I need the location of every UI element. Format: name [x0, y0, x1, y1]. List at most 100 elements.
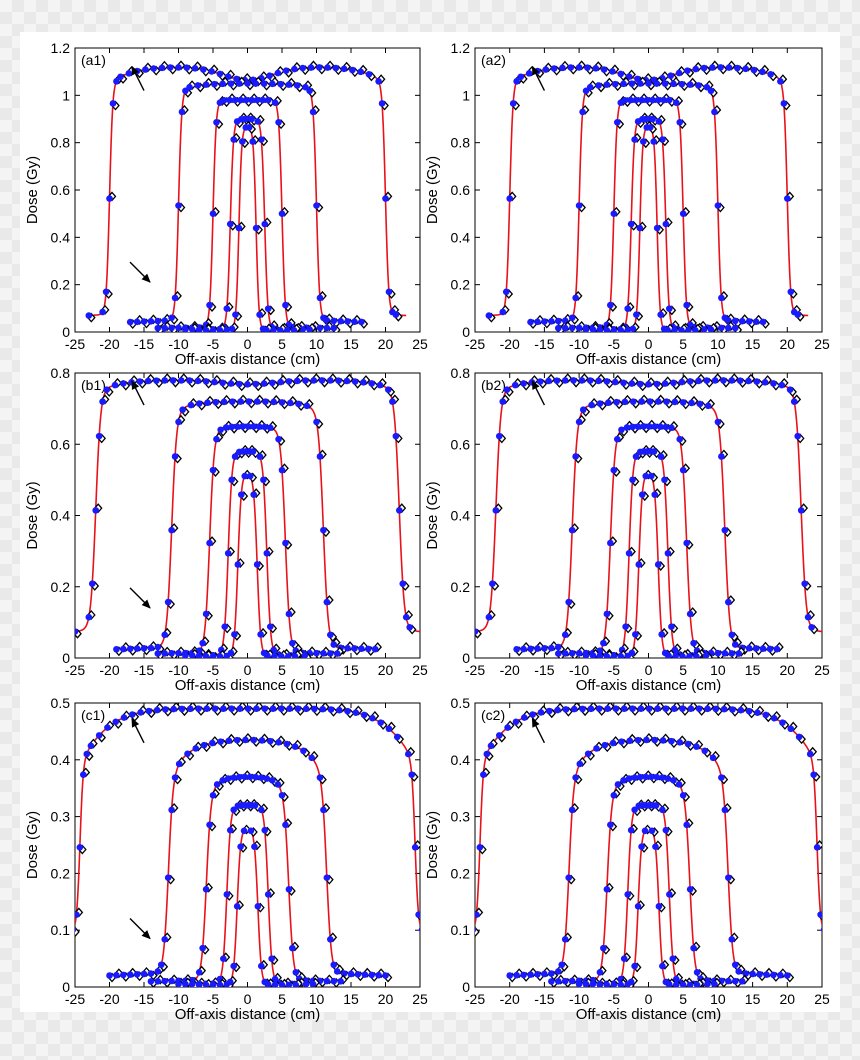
- x-tick-label: -10: [569, 662, 589, 678]
- mc-point-marker: [603, 981, 611, 987]
- mc-point-marker: [632, 96, 640, 104]
- mc-point-marker: [548, 644, 555, 652]
- mc-point-marker: [725, 598, 732, 606]
- mc-point-marker: [561, 650, 569, 657]
- mc-point-marker: [323, 977, 331, 985]
- mc-point-marker: [258, 806, 265, 814]
- mc-point-marker: [662, 826, 670, 834]
- mc-point-marker: [666, 981, 673, 987]
- mc-point-marker: [320, 806, 327, 814]
- mc-point-marker: [253, 561, 261, 568]
- mc-point-marker: [561, 377, 569, 384]
- x-axis-title: Off-axis distance (cm): [175, 677, 321, 694]
- mc-point-marker: [75, 927, 77, 933]
- mc-point-marker: [759, 645, 767, 652]
- mc-point-marker: [660, 96, 668, 104]
- mc-point-marker: [707, 87, 715, 95]
- mc-point-marker: [113, 645, 120, 653]
- data-layer: [475, 373, 822, 658]
- field-1: [75, 703, 420, 937]
- mc-point-marker: [402, 613, 410, 621]
- mc-point-marker: [361, 971, 369, 978]
- mc-point-marker: [158, 64, 166, 72]
- mc-point-marker: [686, 378, 694, 385]
- mc-point-marker: [285, 378, 293, 385]
- mc-point-marker: [575, 324, 583, 332]
- mc-point-marker: [140, 645, 148, 652]
- x-tick-label: 15: [745, 662, 761, 678]
- mc-point-marker: [266, 737, 274, 745]
- mc-point-marker: [378, 100, 386, 107]
- mc-point-marker: [810, 771, 817, 778]
- mc-point-marker: [260, 476, 267, 484]
- y-tick-label: 0.2: [451, 277, 471, 293]
- mc-point-marker: [258, 737, 266, 744]
- mc-point-marker: [541, 970, 548, 978]
- x-tick-label: 0: [244, 336, 252, 352]
- mc-point-marker: [645, 380, 652, 388]
- x-tick-label: -5: [207, 991, 220, 1007]
- mc-point-marker: [806, 750, 814, 758]
- annotation-arrow: [531, 717, 546, 744]
- mc-point-marker: [285, 610, 293, 618]
- mc-point-marker: [333, 650, 341, 657]
- mc-point-marker: [187, 401, 195, 409]
- mc-point-marker: [140, 318, 148, 325]
- mc-point-marker: [670, 705, 678, 712]
- mc-point-marker: [382, 972, 389, 979]
- mc-point-marker: [302, 980, 310, 987]
- mc-point-marker: [495, 732, 503, 739]
- x-tick-label: -10: [168, 336, 188, 352]
- mc-point-marker: [610, 466, 618, 474]
- mc-point-marker: [245, 124, 253, 131]
- mc-point-marker: [511, 381, 519, 389]
- mc-point-marker: [671, 398, 679, 406]
- mc-point-marker: [337, 978, 344, 985]
- mc-point-marker: [561, 631, 569, 639]
- mc-point-marker: [620, 705, 628, 712]
- mc-point-marker: [216, 981, 224, 987]
- x-tick-label: 25: [412, 336, 428, 352]
- mc-point-marker: [620, 379, 627, 387]
- mc-point-marker: [282, 301, 289, 309]
- x-tick-label: 5: [278, 662, 286, 678]
- mc-point-marker: [216, 326, 224, 332]
- y-tick-label: 1.2: [451, 40, 471, 56]
- mc-point-marker: [320, 526, 327, 534]
- mc-point-marker: [175, 760, 183, 768]
- mc-point-marker: [75, 911, 80, 918]
- mc-point-marker: [520, 380, 527, 387]
- mc-point-marker: [182, 652, 189, 658]
- mc-point-marker: [293, 377, 301, 385]
- mc-point-marker: [512, 718, 520, 726]
- mc-point-marker: [654, 398, 662, 405]
- x-tick-label: 10: [309, 662, 325, 678]
- field-3: [147, 770, 348, 987]
- y-tick-label: 0: [462, 650, 470, 666]
- mc-point-marker: [213, 781, 221, 788]
- mc-point-marker: [568, 324, 576, 332]
- mc-point-marker: [652, 843, 659, 850]
- mc-point-marker: [224, 73, 232, 80]
- mc-point-marker: [572, 294, 579, 302]
- mc-point-marker: [323, 317, 331, 324]
- mc-point-marker: [621, 398, 629, 406]
- mc-point-marker: [625, 549, 633, 557]
- y-tick-label: 0.8: [451, 135, 471, 151]
- mc-point-marker: [227, 80, 235, 87]
- mc-point-marker: [749, 970, 756, 978]
- mc-point-marker: [154, 317, 162, 325]
- x-tick-label: 5: [278, 336, 286, 352]
- mc-point-marker: [291, 743, 299, 750]
- mc-point-marker: [586, 83, 594, 91]
- mc-point-marker: [670, 776, 677, 784]
- mc-point-marker: [285, 885, 293, 893]
- mc-point-marker: [206, 821, 213, 829]
- mc-point-marker: [103, 386, 111, 393]
- mc-point-marker: [637, 705, 645, 712]
- mc-point-marker: [184, 750, 191, 758]
- mc-point-marker: [161, 936, 168, 943]
- mc-point-marker: [649, 115, 656, 123]
- mc-point-marker: [195, 981, 203, 987]
- mc-point-marker: [707, 326, 715, 332]
